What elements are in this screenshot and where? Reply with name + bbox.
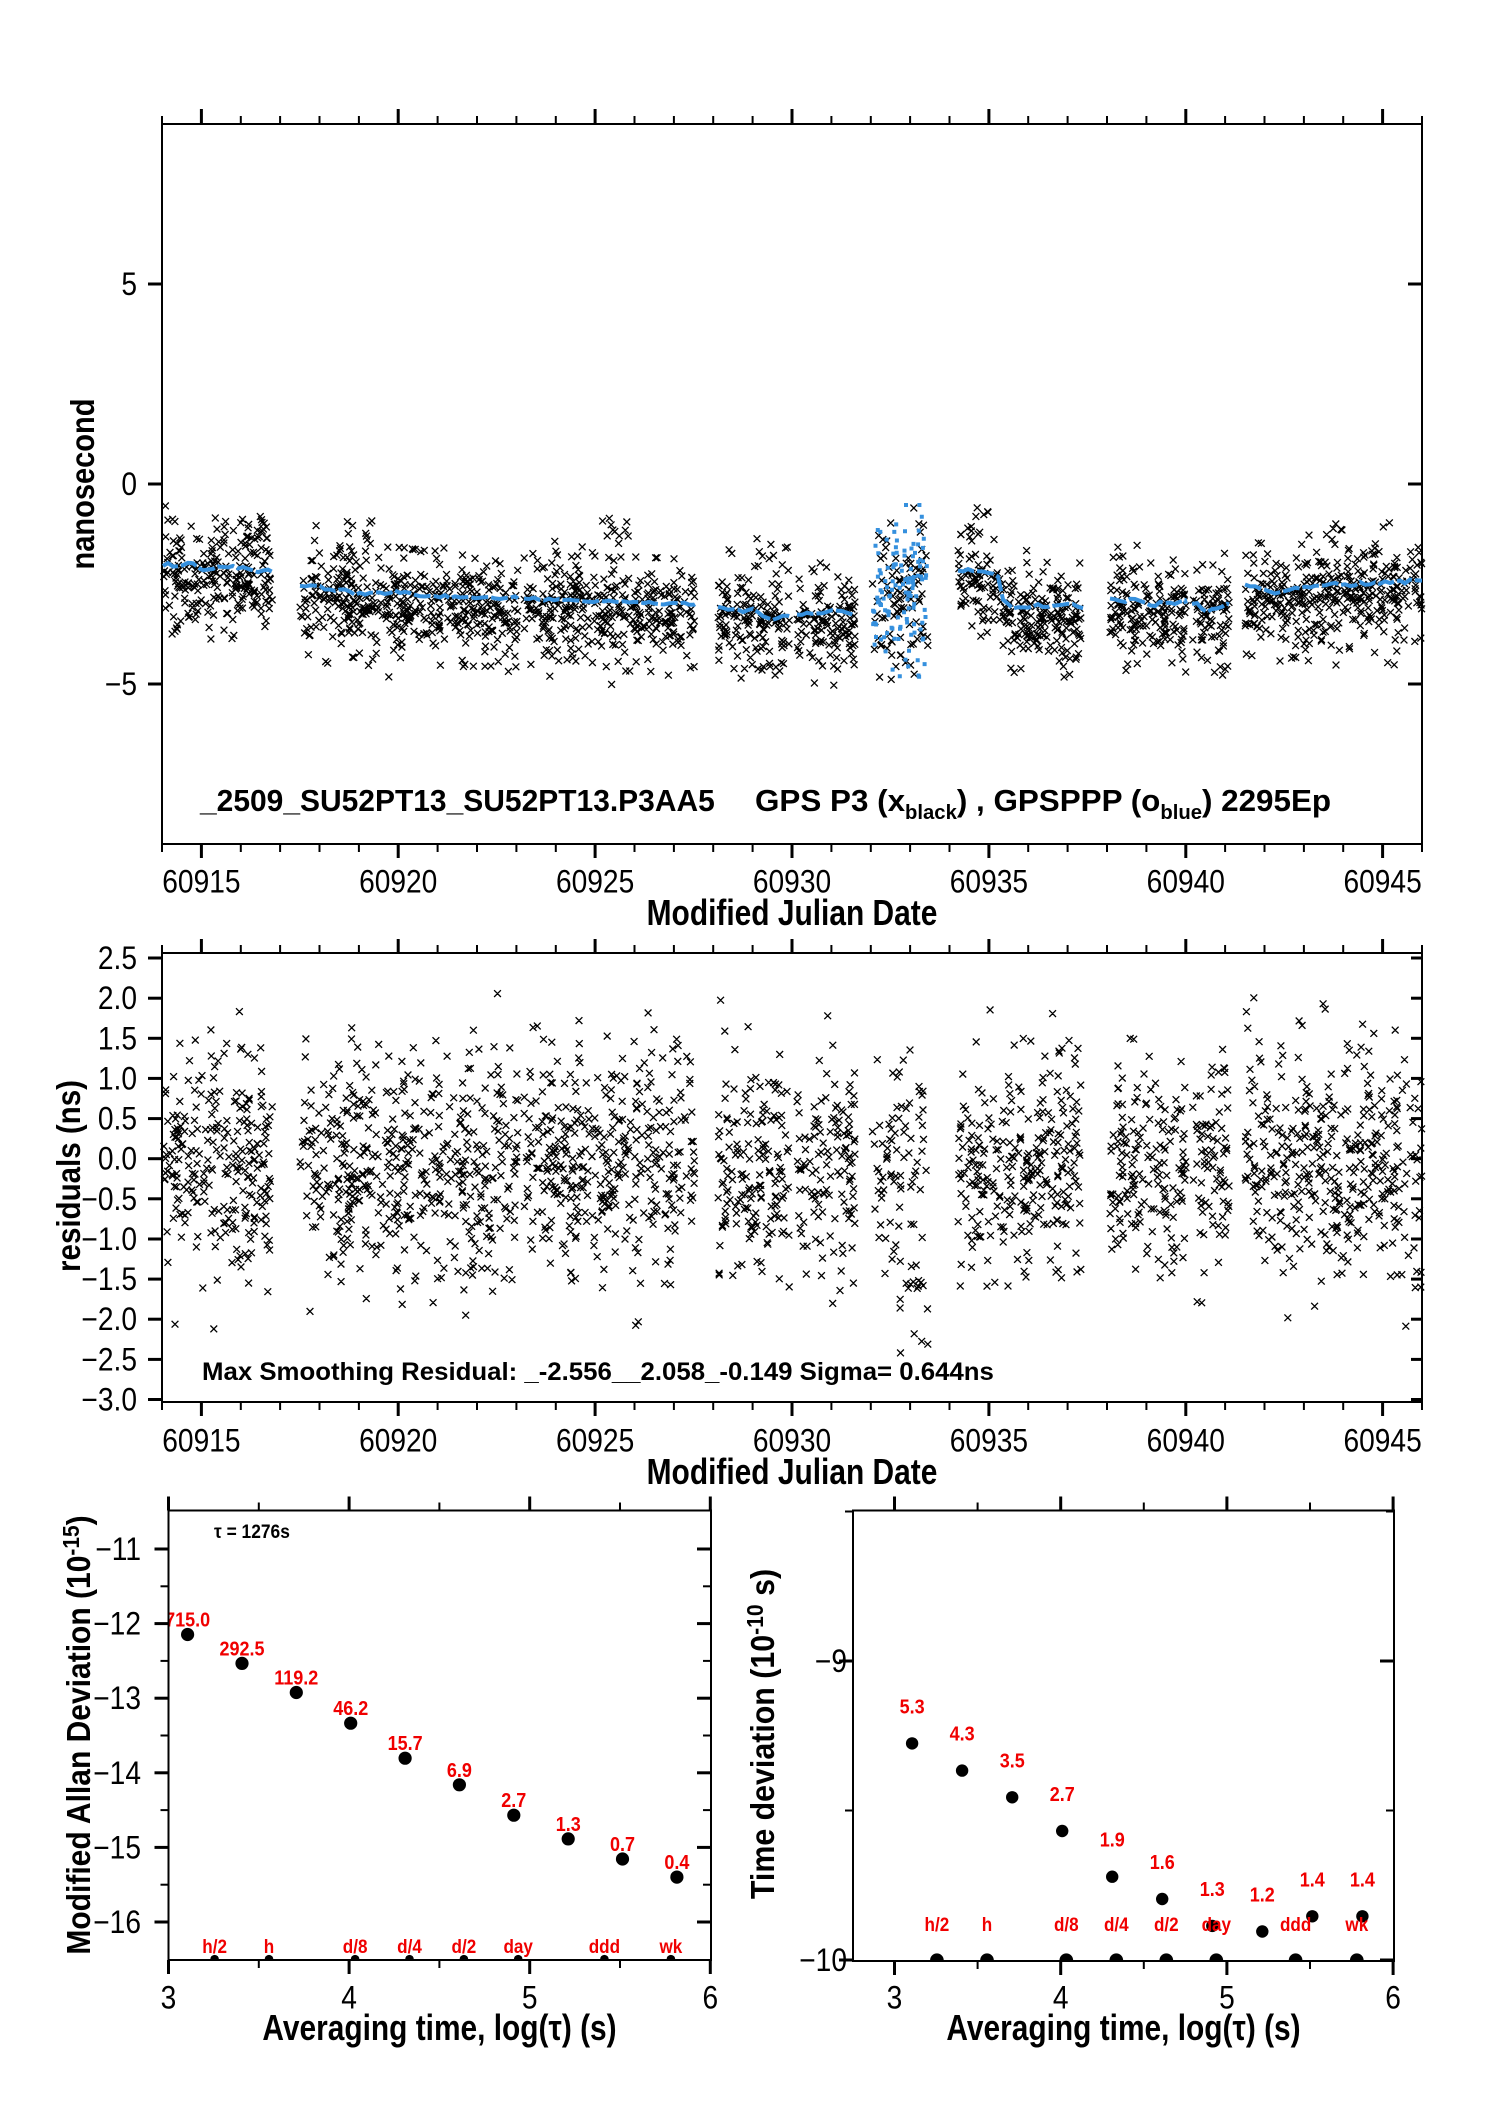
- svg-text:h: h: [264, 1936, 274, 1957]
- svg-text:5: 5: [1219, 1981, 1235, 2016]
- svg-text:wk: wk: [1344, 1914, 1369, 1935]
- svg-text:4: 4: [341, 1981, 357, 2016]
- svg-text:d/4: d/4: [397, 1936, 422, 1957]
- svg-text:1.3: 1.3: [556, 1814, 581, 1836]
- svg-text:1.3: 1.3: [1200, 1879, 1225, 1901]
- svg-text:2.0: 2.0: [98, 982, 137, 1017]
- svg-text:Averaging time, log(τ) (s): Averaging time, log(τ) (s): [262, 2008, 616, 2048]
- svg-text:4.3: 4.3: [950, 1724, 975, 1746]
- svg-text:60930: 60930: [753, 1424, 831, 1459]
- svg-text:60935: 60935: [950, 1424, 1028, 1459]
- svg-text:Modified Allan Deviation (10-1: Modified Allan Deviation (10-15): [58, 1515, 97, 1954]
- svg-text:2.5: 2.5: [98, 941, 137, 976]
- svg-text:nanosecond: nanosecond: [64, 398, 101, 569]
- svg-text:6.9: 6.9: [447, 1760, 472, 1782]
- svg-text:119.2: 119.2: [274, 1668, 318, 1690]
- svg-text:_2509_SU52PT13_SU52PT13.P3AA5: _2509_SU52PT13_SU52PT13.P3AA5: [199, 784, 715, 819]
- svg-text:60920: 60920: [359, 1424, 437, 1459]
- svg-text:0: 0: [121, 467, 137, 502]
- svg-text:GPS P3 (xblack) , GPSPPP (obl: GPS P3 (xblack) , GPSPPP (oblue) 2295Ep: [755, 783, 1331, 824]
- svg-text:d/2: d/2: [1154, 1914, 1179, 1935]
- svg-text:day: day: [1202, 1914, 1231, 1935]
- svg-text:4: 4: [1053, 1981, 1069, 2016]
- svg-text:h/2: h/2: [925, 1914, 950, 1935]
- svg-text:Max Smoothing Residual: _-2.55: Max Smoothing Residual: _-2.556__2.058_-…: [202, 1358, 994, 1386]
- svg-text:0.7: 0.7: [610, 1834, 635, 1856]
- svg-text:60915: 60915: [162, 865, 240, 900]
- svg-text:−12: −12: [93, 1607, 141, 1642]
- svg-text:−15: −15: [93, 1831, 141, 1866]
- svg-text:−16: −16: [93, 1905, 141, 1940]
- svg-text:1.9: 1.9: [1100, 1830, 1125, 1852]
- svg-text:−2.5: −2.5: [81, 1343, 137, 1378]
- svg-text:3.5: 3.5: [1000, 1750, 1025, 1772]
- svg-text:wk: wk: [659, 1936, 684, 1957]
- svg-text:292.5: 292.5: [219, 1639, 264, 1661]
- svg-text:h/2: h/2: [202, 1936, 227, 1957]
- svg-text:d/4: d/4: [1104, 1914, 1129, 1935]
- svg-text:60925: 60925: [556, 1424, 634, 1459]
- svg-text:d/8: d/8: [343, 1936, 368, 1957]
- svg-text:60940: 60940: [1147, 1424, 1225, 1459]
- svg-text:−13: −13: [93, 1682, 141, 1717]
- svg-text:3: 3: [161, 1981, 177, 2016]
- svg-text:−2.0: −2.0: [81, 1303, 137, 1338]
- svg-text:1.0: 1.0: [98, 1062, 137, 1097]
- svg-text:ddd: ddd: [1280, 1914, 1311, 1935]
- svg-text:6: 6: [1385, 1981, 1401, 2016]
- svg-text:d/8: d/8: [1054, 1914, 1079, 1935]
- svg-text:−0.5: −0.5: [81, 1182, 137, 1217]
- svg-text:5: 5: [522, 1981, 538, 2016]
- svg-text:60940: 60940: [1147, 865, 1225, 900]
- svg-text:60945: 60945: [1343, 1424, 1421, 1459]
- svg-text:60915: 60915: [162, 1424, 240, 1459]
- svg-text:2.7: 2.7: [1050, 1784, 1075, 1806]
- svg-text:day: day: [503, 1936, 532, 1957]
- svg-text:60935: 60935: [950, 865, 1028, 900]
- svg-text:−9: −9: [815, 1644, 847, 1679]
- svg-text:6: 6: [702, 1981, 718, 2016]
- svg-text:residuals (ns): residuals (ns): [50, 1080, 87, 1272]
- svg-text:−11: −11: [95, 1532, 141, 1567]
- svg-text:d/2: d/2: [452, 1936, 477, 1957]
- svg-text:−5: −5: [105, 667, 137, 702]
- svg-text:0.5: 0.5: [98, 1102, 137, 1137]
- svg-text:1.4: 1.4: [1300, 1869, 1325, 1891]
- svg-text:ddd: ddd: [589, 1936, 620, 1957]
- svg-text:15.7: 15.7: [388, 1733, 423, 1755]
- svg-text:1.5: 1.5: [98, 1022, 137, 1057]
- svg-text:−1.5: −1.5: [81, 1262, 137, 1297]
- svg-text:τ = 1276s: τ = 1276s: [214, 1521, 290, 1542]
- svg-text:−3.0: −3.0: [81, 1383, 137, 1418]
- svg-text:0.4: 0.4: [664, 1852, 689, 1874]
- svg-text:Modified Julian Date: Modified Julian Date: [647, 1452, 938, 1492]
- svg-text:Modified Julian Date: Modified Julian Date: [647, 893, 938, 933]
- svg-text:1.4: 1.4: [1350, 1869, 1375, 1891]
- svg-text:−14: −14: [93, 1756, 141, 1791]
- svg-text:−10: −10: [799, 1943, 847, 1978]
- svg-text:5.3: 5.3: [900, 1697, 925, 1719]
- svg-text:60925: 60925: [556, 865, 634, 900]
- svg-text:1.6: 1.6: [1150, 1852, 1175, 1874]
- svg-text:715.0: 715.0: [165, 1610, 210, 1632]
- svg-text:46.2: 46.2: [333, 1698, 368, 1720]
- svg-text:Averaging time, log(τ) (s): Averaging time, log(τ) (s): [946, 2008, 1300, 2048]
- svg-text:60930: 60930: [753, 865, 831, 900]
- svg-text:−1.0: −1.0: [81, 1222, 137, 1257]
- svg-text:h: h: [982, 1914, 992, 1935]
- svg-text:60945: 60945: [1343, 865, 1421, 900]
- svg-text:5: 5: [121, 267, 137, 302]
- svg-text:0.0: 0.0: [98, 1142, 137, 1177]
- svg-text:1.2: 1.2: [1250, 1885, 1275, 1907]
- svg-text:2.7: 2.7: [501, 1790, 526, 1812]
- svg-text:3: 3: [887, 1981, 903, 2016]
- svg-text:60920: 60920: [359, 865, 437, 900]
